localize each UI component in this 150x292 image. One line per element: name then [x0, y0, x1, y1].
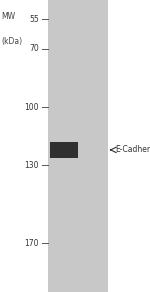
Text: 70: 70 [29, 44, 39, 53]
Text: 55: 55 [29, 15, 39, 24]
Text: 170: 170 [24, 239, 39, 248]
Text: E-Cadherin: E-Cadherin [116, 145, 150, 154]
Text: 100: 100 [24, 102, 39, 112]
Text: (kDa): (kDa) [2, 37, 23, 46]
Bar [48, 0, 108, 292]
Bar [50, 142, 78, 158]
Text: MW: MW [2, 12, 16, 21]
Text: 130: 130 [24, 161, 39, 170]
